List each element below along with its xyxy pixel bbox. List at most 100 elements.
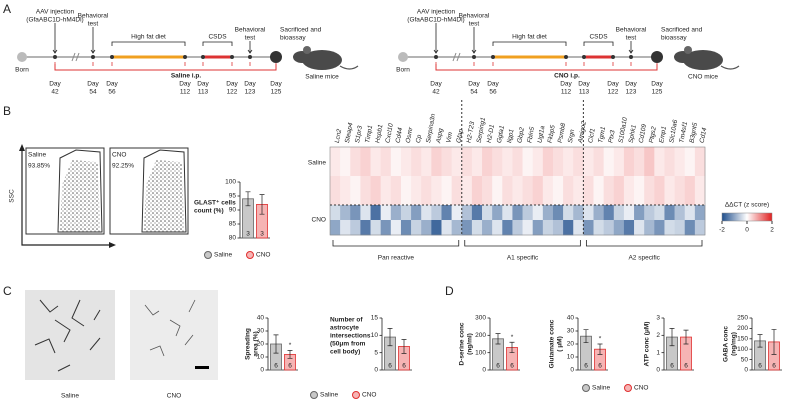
heat-cell: [350, 205, 361, 221]
heat-cell: [330, 176, 341, 206]
heat-cell: [370, 147, 381, 177]
hfd-label: High fat diet: [131, 34, 166, 41]
flow-cells: [144, 160, 184, 232]
heat-cell: [330, 147, 341, 177]
hfd-label: High fat diet: [512, 34, 547, 41]
heat-cell: [340, 220, 351, 236]
legend-swatch: [624, 384, 632, 392]
heat-cell: [431, 147, 442, 177]
event-label: Behavioral: [616, 27, 647, 34]
heat-cell: [563, 147, 574, 177]
heat-cell: [634, 147, 645, 177]
mouse-body: [302, 50, 342, 70]
event-dot: [53, 55, 57, 59]
flow-gate: [141, 149, 187, 233]
gene-label: Aspg: [435, 127, 445, 144]
heat-cell: [634, 176, 645, 206]
y-tick-label: 95: [229, 193, 237, 200]
n-label: 6: [402, 363, 406, 370]
event-dot: [91, 55, 95, 59]
day-word: Day: [106, 81, 118, 88]
heat-cell: [380, 147, 392, 177]
mouse-ear: [684, 46, 692, 54]
event-dot: [248, 55, 252, 59]
heat-cell: [664, 176, 675, 206]
n-label: 6: [670, 363, 674, 370]
event-label: Sacrificed and: [280, 27, 322, 34]
heat-cell: [654, 147, 665, 177]
gene-label: Vim: [445, 131, 454, 144]
n-label: 6: [288, 363, 292, 370]
heat-cell: [441, 220, 452, 236]
heat-cell: [411, 220, 422, 236]
heat-cell: [603, 147, 615, 177]
heat-cell: [431, 205, 442, 221]
significance: *: [599, 336, 602, 343]
y-tick-label: 90: [229, 207, 237, 214]
gene-label: Tm4sf1: [678, 121, 689, 144]
heat-cell: [654, 220, 665, 236]
y-tick-label: 100: [475, 349, 486, 356]
heat-cell: [512, 147, 523, 177]
event-label: test: [469, 21, 480, 28]
heat-cell: [552, 147, 564, 177]
heat-cell: [613, 176, 625, 206]
heat-cell: [694, 176, 706, 206]
event-dot: [582, 55, 586, 59]
error-bar: [669, 328, 675, 347]
day-word: Day: [430, 81, 442, 88]
born-label: Born: [396, 67, 410, 74]
heat-cell: [542, 205, 554, 221]
y-axis-label: D-serine conc: [459, 322, 466, 365]
error-bar: [771, 329, 777, 355]
treatment-bracket: [54, 64, 277, 71]
arrow-head: [19, 144, 25, 151]
y-axis-label: ( μM): [557, 336, 564, 352]
event-label: Behavioral: [235, 27, 266, 34]
gene-label: Cp: [415, 134, 423, 144]
y-tick-label: 0: [260, 367, 264, 374]
heat-cell: [512, 176, 523, 206]
flow-axes: [21, 150, 112, 246]
heat-cell: [644, 176, 655, 206]
mouse-tail: [720, 65, 740, 70]
day-word: Day: [625, 81, 637, 88]
heat-cell: [522, 220, 534, 236]
arrow-head: [433, 49, 439, 54]
y-tick-label: 5: [374, 349, 378, 356]
heat-cell: [613, 147, 625, 177]
heat-cell: [340, 205, 351, 221]
sacrifice-dot: [270, 51, 282, 63]
gene-label: S1pr3: [354, 125, 364, 144]
event-label: test: [626, 35, 637, 42]
event-label: Behavioral: [78, 13, 109, 20]
legend-swatch: [246, 251, 254, 259]
heat-cell: [421, 176, 432, 206]
gene-label: B3gnt5: [689, 122, 700, 144]
heat-cell: [644, 147, 655, 177]
gene-label: Iigp1: [506, 128, 515, 143]
heat-cell: [634, 205, 645, 221]
heat-cell: [431, 220, 442, 236]
heat-cell: [684, 205, 696, 221]
heat-cell: [471, 147, 483, 177]
arrow-head: [247, 49, 253, 54]
event-dot: [110, 55, 114, 59]
heat-cell: [370, 220, 381, 236]
legend-label: Saline: [592, 385, 610, 392]
set-label: Pan reactive: [378, 255, 415, 262]
panel-label: C: [3, 284, 12, 298]
heat-cell: [380, 176, 392, 206]
heat-cell: [552, 220, 564, 236]
gene-label: Ugt1a: [537, 125, 547, 144]
y-axis-label: Number of: [330, 317, 363, 324]
day-number: 56: [489, 89, 497, 96]
arrow-head: [628, 49, 634, 54]
heat-cell: [431, 176, 442, 206]
set-bracket: [585, 240, 703, 247]
day-number: 56: [108, 89, 116, 96]
heat-cell: [623, 176, 635, 206]
y-tick-label: 40: [257, 315, 265, 322]
n-label: 3: [246, 231, 250, 238]
heat-cell: [573, 205, 584, 221]
